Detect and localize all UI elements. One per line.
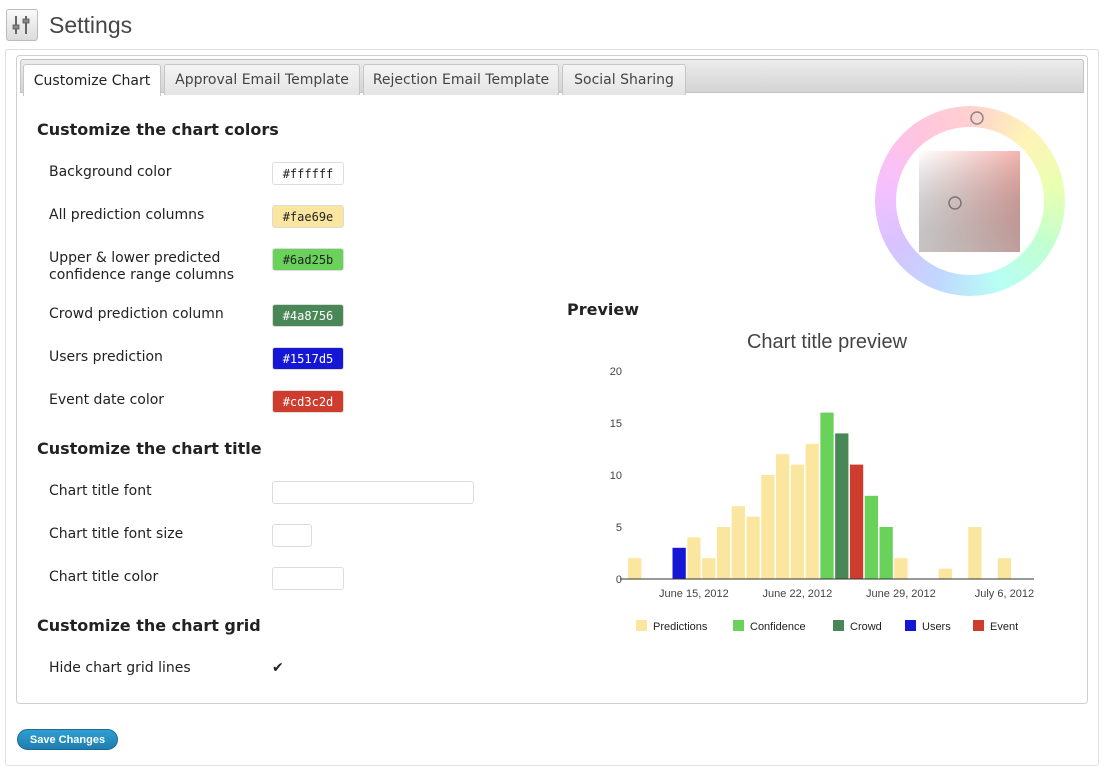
bar bbox=[820, 412, 834, 579]
colors-heading: Customize the chart colors bbox=[37, 120, 279, 139]
crowd-prediction-color-input[interactable]: #4a8756 bbox=[272, 304, 344, 327]
settings-icon bbox=[6, 9, 38, 41]
bar bbox=[894, 558, 908, 579]
preview-heading: Preview bbox=[567, 300, 640, 319]
x-tick-label: June 15, 2012 bbox=[659, 588, 729, 600]
bar bbox=[997, 558, 1012, 579]
bar bbox=[672, 547, 686, 579]
event-date-label: Event date color bbox=[49, 392, 165, 408]
title-color-input[interactable] bbox=[272, 567, 344, 590]
bar bbox=[879, 527, 893, 579]
background-color-label: Background color bbox=[49, 164, 172, 180]
title-heading: Customize the chart title bbox=[37, 439, 262, 458]
y-tick-label: 15 bbox=[610, 418, 622, 430]
legend-swatch bbox=[973, 620, 984, 631]
legend-label: Predictions bbox=[653, 621, 708, 633]
confidence-range-color-input[interactable]: #6ad25b bbox=[272, 248, 344, 271]
settings-frame bbox=[5, 49, 1099, 766]
bar bbox=[702, 558, 716, 579]
page-header: Settings bbox=[6, 8, 132, 42]
y-tick-label: 10 bbox=[610, 470, 622, 482]
tab-bar: Customize Chart Approval Email Template … bbox=[20, 59, 1084, 96]
title-font-label: Chart title font bbox=[49, 483, 152, 499]
legend-label: Users bbox=[922, 621, 951, 633]
title-color-label: Chart title color bbox=[49, 569, 159, 585]
bar bbox=[687, 537, 701, 579]
y-tick-label: 5 bbox=[616, 522, 622, 534]
hide-grid-label: Hide chart grid lines bbox=[49, 660, 191, 676]
users-prediction-label: Users prediction bbox=[49, 349, 163, 365]
x-tick-label: July 6, 2012 bbox=[975, 588, 1034, 600]
bar bbox=[849, 464, 864, 579]
bar bbox=[716, 527, 731, 579]
confidence-range-label-line-1: Upper & lower predicted bbox=[49, 250, 221, 266]
title-font-size-input[interactable] bbox=[272, 524, 312, 547]
bar bbox=[938, 568, 952, 579]
confidence-range-label-line-2: confidence range columns bbox=[49, 267, 235, 283]
bar bbox=[805, 443, 819, 579]
save-changes-button[interactable]: Save Changes bbox=[17, 729, 118, 750]
hide-grid-checkbox[interactable]: ✔ bbox=[272, 660, 284, 676]
bar bbox=[761, 475, 775, 579]
legend-label: Confidence bbox=[750, 621, 806, 633]
bar bbox=[628, 558, 642, 579]
background-color-input[interactable]: #ffffff bbox=[272, 162, 344, 185]
color-picker-wheel[interactable] bbox=[875, 106, 1065, 296]
legend-label: Crowd bbox=[850, 621, 882, 633]
prediction-columns-label: All prediction columns bbox=[49, 207, 205, 223]
preview-chart: Chart title preview 0 5 10 15 20 June 15, 2012… bbox=[610, 331, 1034, 633]
page-title: Settings bbox=[49, 11, 133, 38]
legend-swatch bbox=[833, 620, 844, 631]
crowd-prediction-label: Crowd prediction column bbox=[49, 306, 224, 322]
chart-title: Chart title preview bbox=[747, 331, 908, 353]
users-prediction-color-input[interactable]: #1517d5 bbox=[272, 347, 344, 370]
legend-swatch bbox=[733, 620, 744, 631]
legend-swatch bbox=[905, 620, 916, 631]
prediction-columns-color-input[interactable]: #fae69e bbox=[272, 205, 344, 228]
bar bbox=[746, 516, 760, 579]
title-font-size-label: Chart title font size bbox=[49, 526, 184, 542]
confidence-range-label: Upper & lower predicted confidence range… bbox=[49, 250, 234, 284]
y-tick-label: 20 bbox=[610, 366, 622, 378]
x-tick-label: June 29, 2012 bbox=[866, 588, 936, 600]
legend-swatch bbox=[636, 620, 647, 631]
x-tick-label: June 22, 2012 bbox=[763, 588, 833, 600]
bar bbox=[968, 527, 982, 579]
grid-heading: Customize the chart grid bbox=[37, 616, 261, 635]
bar bbox=[731, 506, 745, 579]
tab-customize-chart[interactable]: Customize Chart bbox=[23, 64, 161, 96]
event-date-color-input[interactable]: #cd3c2d bbox=[272, 390, 344, 413]
tab-approval-email-template[interactable]: Approval Email Template bbox=[164, 64, 360, 95]
bar bbox=[790, 464, 805, 579]
y-tick-label: 0 bbox=[616, 574, 622, 586]
settings-panel: Customize Chart Approval Email Template … bbox=[16, 55, 1088, 704]
title-font-input[interactable] bbox=[272, 481, 474, 504]
bar bbox=[776, 454, 790, 579]
bar bbox=[835, 433, 849, 579]
bar bbox=[864, 495, 878, 579]
tab-rejection-email-template[interactable]: Rejection Email Template bbox=[363, 64, 559, 95]
legend-label: Event bbox=[990, 621, 1018, 633]
tab-social-sharing[interactable]: Social Sharing bbox=[562, 64, 686, 95]
